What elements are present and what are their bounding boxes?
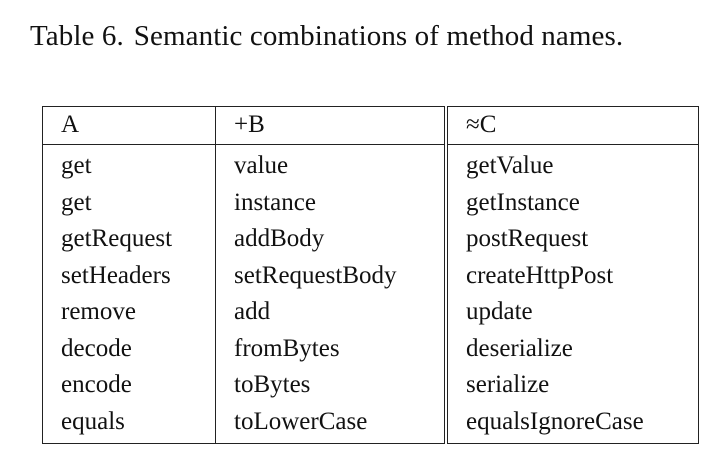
column-header-approx-c: ≈C: [446, 106, 699, 145]
cell-a: getRequest: [42, 221, 216, 258]
cell-a: equals: [42, 403, 216, 444]
column-header-a: A: [42, 106, 216, 145]
cell-a: get: [42, 184, 216, 221]
cell-b: toLowerCase: [215, 403, 448, 444]
column-header-plus-b: +B: [215, 106, 448, 145]
cell-c: getValue: [466, 152, 554, 179]
cell-c: update: [466, 298, 533, 325]
cell-c: getInstance: [466, 188, 580, 216]
semantic-combinations-table: A +B ≈C get value getValue get instance …: [42, 106, 699, 444]
table-caption-text: Semantic combinations of method names.: [133, 20, 624, 52]
cell-a: decode: [42, 330, 216, 367]
table-row: get instance getInstance: [42, 184, 699, 221]
cell-c: serialize: [466, 371, 550, 398]
table-row: decode fromBytes deserialize: [42, 330, 699, 367]
table-row: get value getValue: [42, 144, 699, 185]
cell-c: equalsIgnoreCase: [466, 407, 644, 435]
cell-c: postRequest: [466, 225, 589, 252]
cell-b: value: [215, 144, 448, 185]
cell-b: instance: [215, 184, 448, 221]
table-row: equals toLowerCase equalsIgnoreCase: [42, 403, 699, 444]
cell-c: createHttpPost: [466, 261, 614, 289]
cell-b: addBody: [215, 221, 448, 258]
table-caption-label: Table 6.: [30, 20, 124, 52]
cell-b: toBytes: [215, 367, 448, 404]
cell-b: setRequestBody: [215, 257, 448, 294]
cell-b: add: [215, 294, 448, 331]
cell-a: get: [42, 144, 216, 185]
table-row: remove add update: [42, 294, 699, 331]
cell-a: setHeaders: [42, 257, 216, 294]
cell-b: fromBytes: [215, 330, 448, 367]
cell-a: encode: [42, 367, 216, 404]
cell-c: deserialize: [466, 334, 573, 362]
table-caption: Table 6. Semantic combinations of method …: [30, 20, 623, 53]
table-header-row: A +B ≈C: [42, 106, 699, 145]
table-row: setHeaders setRequestBody createHttpPost: [42, 257, 699, 294]
cell-a: remove: [42, 294, 216, 331]
table-row: encode toBytes serialize: [42, 367, 699, 404]
table-row: getRequest addBody postRequest: [42, 221, 699, 258]
